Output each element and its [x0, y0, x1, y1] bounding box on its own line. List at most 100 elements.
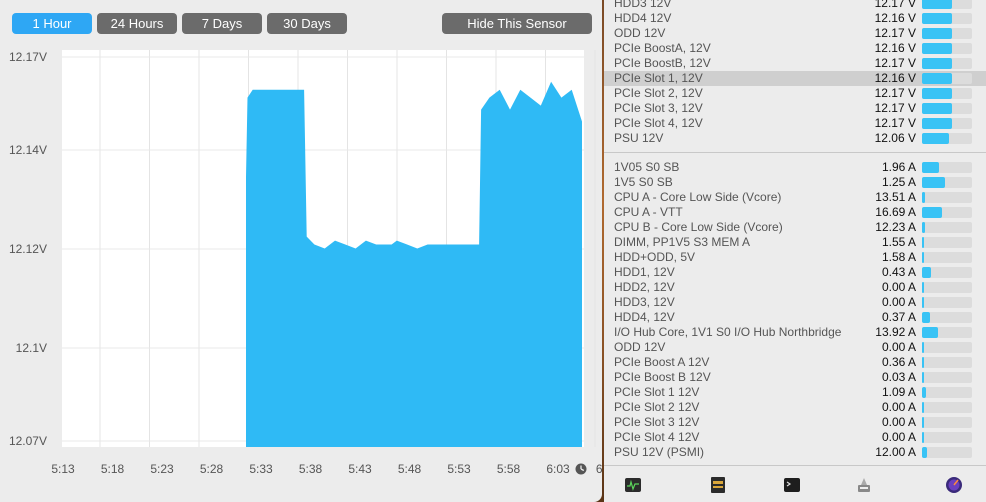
sensor-row[interactable]: PCIe Slot 1, 12V 12.16 V — [604, 71, 986, 86]
sensor-level-fill — [922, 13, 952, 24]
activity-monitor-icon[interactable] — [624, 476, 642, 494]
sensor-row[interactable]: HDD4, 12V 0.37 A — [604, 310, 986, 325]
sensor-level-fill — [922, 73, 952, 84]
sensor-graph-panel: 1 Hour 24 Hours 7 Days 30 Days Hide This… — [0, 0, 602, 502]
x-tick-label: 5:13 — [51, 462, 75, 476]
sensor-name: PCIe Slot 1 12V — [614, 385, 700, 399]
sensor-value: 0.37 A — [881, 310, 916, 324]
sensor-value: 1.25 A — [881, 175, 916, 189]
voltage-area-series — [246, 81, 582, 448]
sensor-row[interactable]: HDD+ODD, 5V 1.58 A — [604, 250, 986, 265]
sensor-row[interactable]: PCIe Slot 3 12V 0.00 A — [604, 415, 986, 430]
sensor-row[interactable]: PSU 12V (PSMI) 12.00 A — [604, 445, 986, 460]
sensor-row[interactable]: HDD3, 12V 0.00 A — [604, 295, 986, 310]
sensor-value: 0.00 A — [881, 415, 916, 429]
sensor-row[interactable]: PCIe Slot 4, 12V 12.17 V — [604, 116, 986, 131]
sensor-row[interactable]: HDD2, 12V 0.00 A — [604, 280, 986, 295]
sensor-value: 12.17 V — [874, 26, 916, 40]
script-editor-icon[interactable] — [855, 476, 873, 494]
sensor-level-fill — [922, 387, 926, 398]
sensor-value: 12.17 V — [874, 0, 916, 10]
sensor-row[interactable]: I/O Hub Core, 1V1 S0 I/O Hub Northbridge… — [604, 325, 986, 340]
sensor-level-bar — [922, 447, 972, 458]
sensor-name: PCIe Boost B 12V — [614, 370, 711, 384]
x-tick-label: 5:28 — [200, 462, 224, 476]
sensor-value: 13.51 A — [875, 190, 916, 204]
sensor-level-bar — [922, 327, 972, 338]
range-24-hours-button[interactable]: 24 Hours — [97, 13, 177, 34]
sensor-row[interactable]: PCIe Boost A 12V 0.36 A — [604, 355, 986, 370]
sensor-level-fill — [922, 133, 949, 144]
sensor-level-bar — [922, 162, 972, 173]
sensor-row[interactable]: PCIe Slot 4 12V 0.00 A — [604, 430, 986, 445]
x-tick-label: 5:53 — [447, 462, 471, 476]
sensor-name: HDD2, 12V — [614, 280, 675, 294]
sensor-level-bar — [922, 267, 972, 278]
sensor-name: PCIe Slot 4, 12V — [614, 116, 703, 130]
sensor-level-bar — [922, 282, 972, 293]
sensor-row[interactable]: HDD3 12V 12.17 V — [604, 0, 986, 11]
sensor-row[interactable]: PCIe Boost B 12V 0.03 A — [604, 370, 986, 385]
terminal-icon[interactable] — [783, 476, 801, 494]
sensor-row[interactable]: CPU A - Core Low Side (Vcore) 13.51 A — [604, 190, 986, 205]
sensor-value: 0.36 A — [881, 355, 916, 369]
sensor-row[interactable]: HDD4 12V 12.16 V — [604, 11, 986, 26]
sensor-level-bar — [922, 103, 972, 114]
sensor-row[interactable]: PCIe Slot 2, 12V 12.17 V — [604, 86, 986, 101]
sensor-name: PCIe Slot 4 12V — [614, 430, 700, 444]
sensor-level-fill — [922, 297, 924, 308]
sensor-row[interactable]: CPU B - Core Low Side (Vcore) 12.23 A — [604, 220, 986, 235]
sensor-row[interactable]: PCIe BoostA, 12V 12.16 V — [604, 41, 986, 56]
x-tick-label: 6:03 — [546, 462, 570, 476]
y-tick-label: 12.14V — [9, 143, 47, 157]
sensor-row[interactable]: PCIe BoostB, 12V 12.17 V — [604, 56, 986, 71]
range-7-days-button[interactable]: 7 Days — [182, 13, 262, 34]
sensor-name: 1V05 S0 SB — [614, 160, 680, 174]
sensor-level-bar — [922, 357, 972, 368]
hide-sensor-button[interactable]: Hide This Sensor — [442, 13, 592, 34]
sensor-value: 16.69 A — [875, 205, 916, 219]
sensor-level-bar — [922, 88, 972, 99]
sensor-level-bar — [922, 297, 972, 308]
sensor-level-fill — [922, 327, 938, 338]
clock-icon[interactable] — [575, 463, 587, 475]
sensor-value: 12.16 V — [874, 11, 916, 25]
sensor-value: 12.17 V — [874, 101, 916, 115]
sensor-level-fill — [922, 252, 924, 263]
sensor-row[interactable]: 1V5 S0 SB 1.25 A — [604, 175, 986, 190]
x-tick-label: 6:08 — [596, 462, 602, 476]
sensor-row[interactable]: PCIe Slot 1 12V 1.09 A — [604, 385, 986, 400]
sensor-name: DIMM, PP1V5 S3 MEM A — [614, 235, 751, 249]
sensor-row[interactable]: ODD 12V 0.00 A — [604, 340, 986, 355]
sensor-row[interactable]: CPU A - VTT 16.69 A — [604, 205, 986, 220]
sensor-level-fill — [922, 88, 952, 99]
sensor-row[interactable]: HDD1, 12V 0.43 A — [604, 265, 986, 280]
sensor-row[interactable]: PSU 12V 12.06 V — [604, 131, 986, 146]
range-1-hour-button[interactable]: 1 Hour — [12, 13, 92, 34]
sensor-row[interactable]: PCIe Slot 3, 12V 12.17 V — [604, 101, 986, 116]
sensor-list-panel: HDD3 12V 12.17 V HDD4 12V 12.16 V ODD 12V 12.… — [604, 0, 986, 502]
sensor-level-bar — [922, 222, 972, 233]
sensor-level-bar — [922, 28, 972, 39]
range-30-days-button[interactable]: 30 Days — [267, 13, 347, 34]
sensor-level-fill — [922, 162, 939, 173]
bottom-toolbar — [604, 465, 986, 502]
sensor-value: 12.17 V — [874, 86, 916, 100]
istat-icon[interactable] — [945, 476, 963, 494]
y-tick-label: 12.17V — [9, 50, 47, 64]
sensor-level-fill — [922, 177, 945, 188]
sensor-level-fill — [922, 192, 925, 203]
x-tick-label: 5:23 — [150, 462, 174, 476]
sensor-row[interactable]: ODD 12V 12.17 V — [604, 26, 986, 41]
sensor-row[interactable]: DIMM, PP1V5 S3 MEM A 1.55 A — [604, 235, 986, 250]
y-tick-label: 12.1V — [16, 341, 47, 355]
console-icon[interactable] — [709, 476, 727, 494]
sensor-name: HDD4 12V — [614, 11, 672, 25]
sensor-value: 1.55 A — [881, 235, 916, 249]
sensor-name: PSU 12V (PSMI) — [614, 445, 705, 459]
sensor-name: PCIe BoostB, 12V — [614, 56, 711, 70]
sensor-level-fill — [922, 282, 924, 293]
sensor-row[interactable]: PCIe Slot 2 12V 0.00 A — [604, 400, 986, 415]
sensor-name: 1V5 S0 SB — [614, 175, 673, 189]
sensor-row[interactable]: 1V05 S0 SB 1.96 A — [604, 160, 986, 175]
